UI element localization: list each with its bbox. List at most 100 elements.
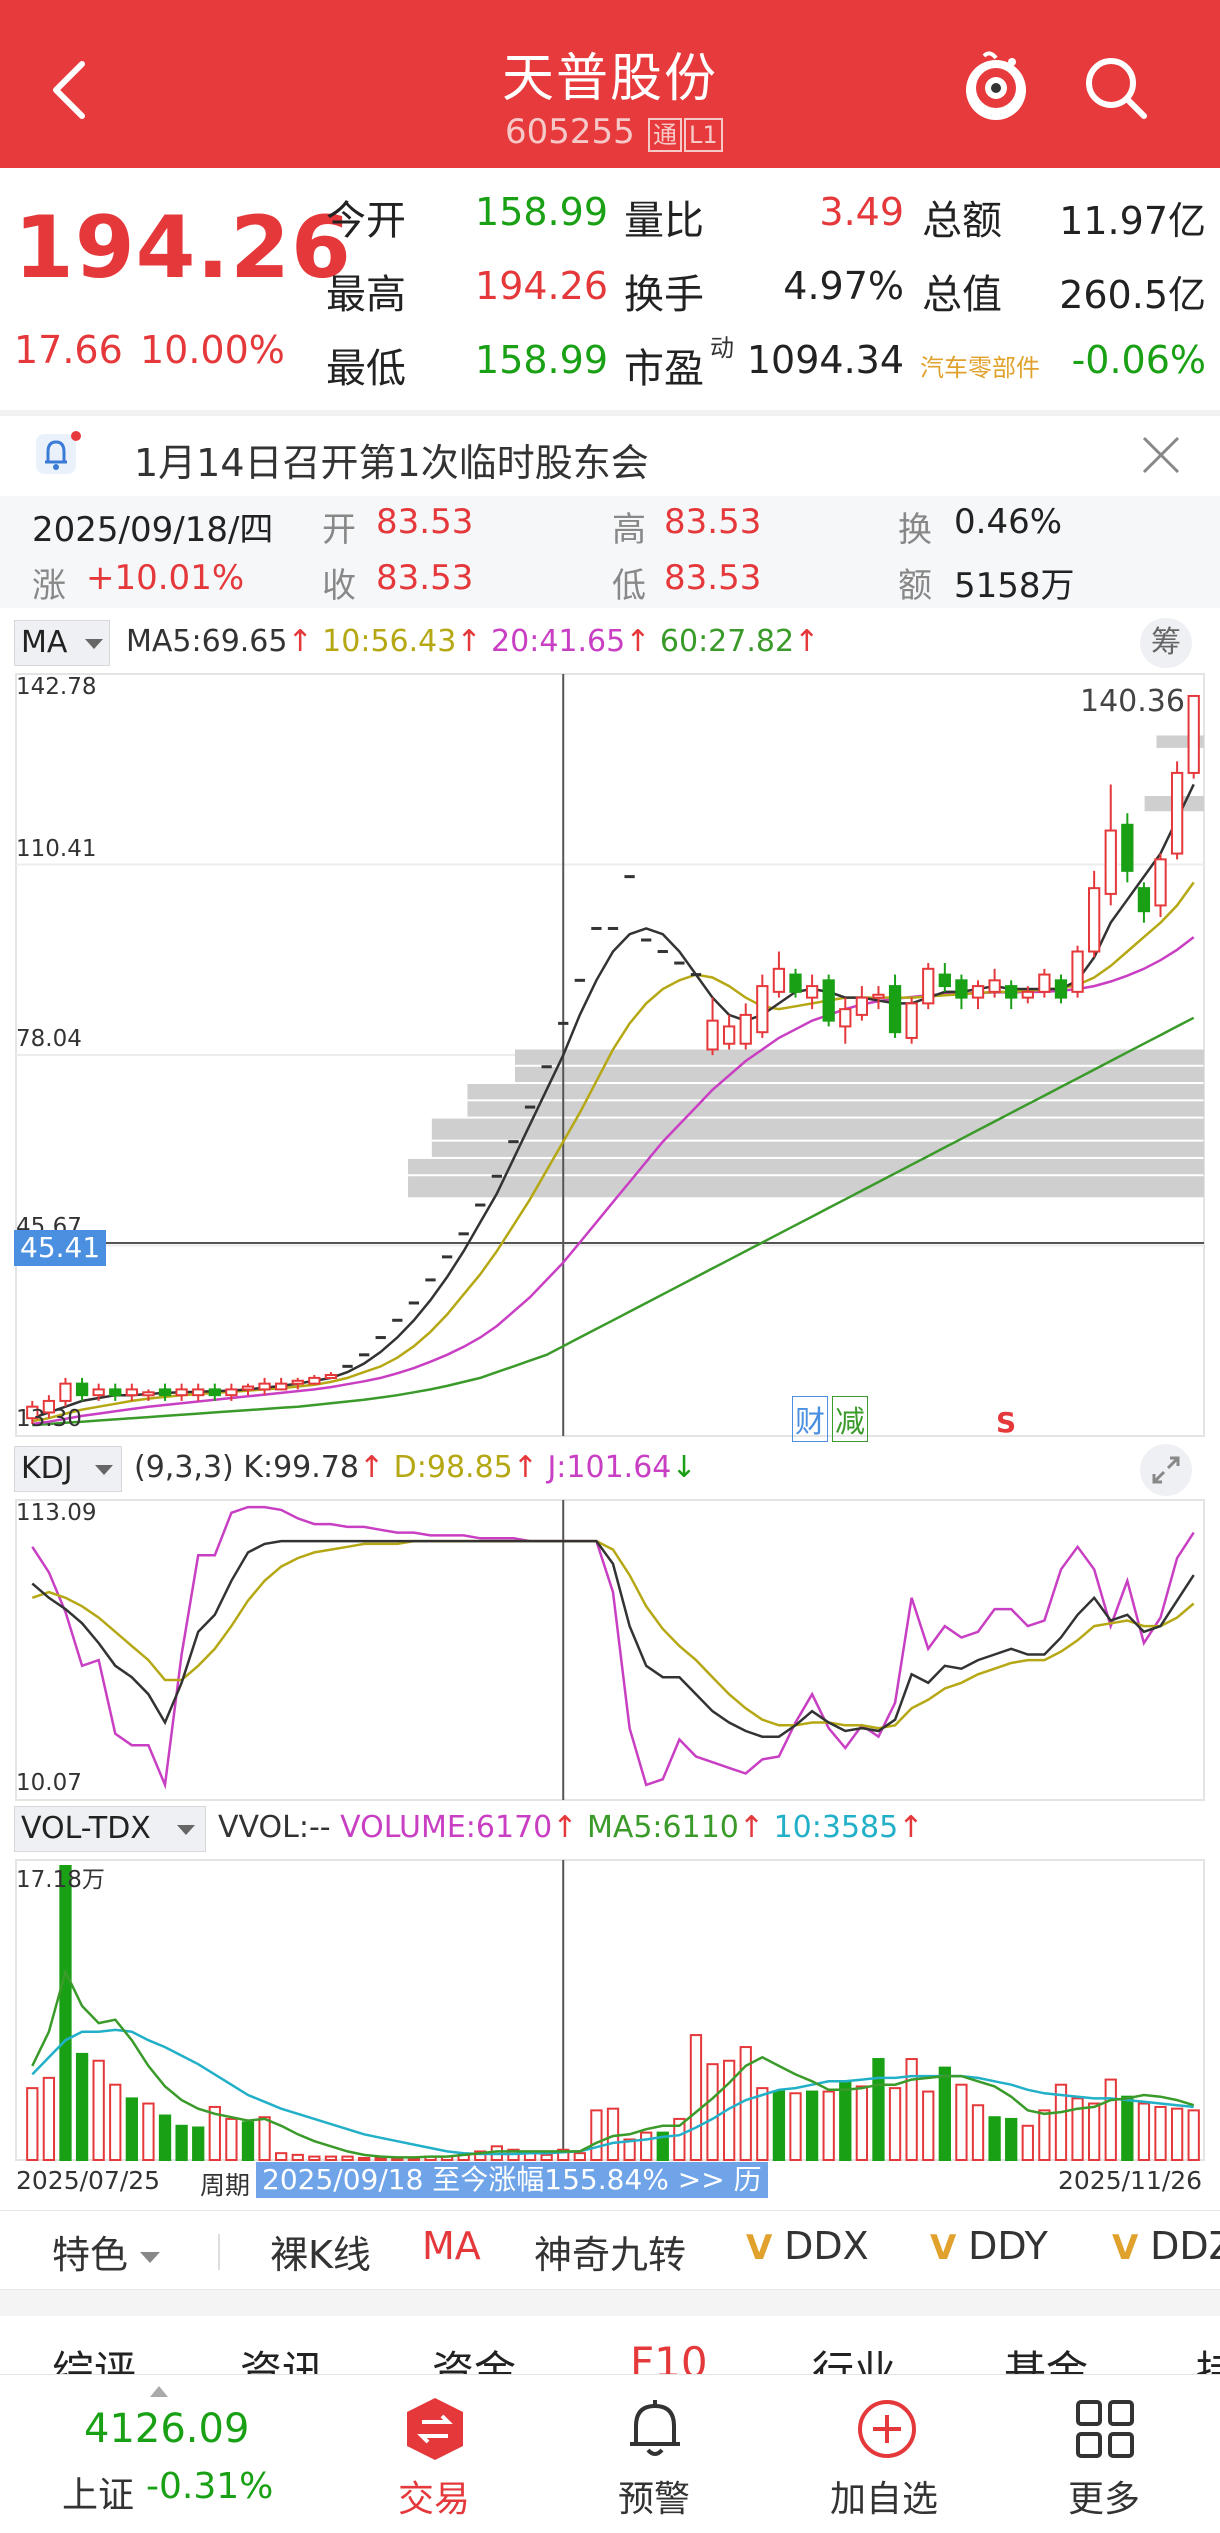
tab-ddy[interactable]: V DDY <box>930 2224 1048 2268</box>
expand-icon[interactable] <box>1140 1444 1192 1496</box>
volume-bar <box>225 2117 238 2161</box>
index-value[interactable]: 4126.09 <box>84 2406 250 2452</box>
pe-label: 市盈 <box>624 346 704 392</box>
volume-bar <box>1121 2095 1134 2161</box>
finance-marker[interactable]: 财 <box>792 1396 828 1442</box>
v-badge-icon: V <box>930 2228 969 2268</box>
volume-bar <box>689 2034 703 2162</box>
candle-body <box>938 973 951 988</box>
high-value: 194.26 <box>475 264 608 308</box>
detail-chg-label: 涨 <box>32 566 66 606</box>
sector-name[interactable]: 汽车零部件 <box>920 354 1040 382</box>
kdj-selector[interactable]: KDJ <box>14 1446 122 1492</box>
candle-body <box>258 1382 271 1391</box>
volume-bar <box>258 2116 271 2162</box>
ma-selector[interactable]: MA <box>14 620 110 666</box>
trade-icon <box>407 2398 463 2460</box>
candle-body <box>955 979 968 999</box>
volume-bar <box>75 2052 89 2162</box>
candle-body <box>26 1405 39 1420</box>
volume-value: VOLUME:6170 <box>340 1810 553 1845</box>
sector-change: -0.06% <box>1071 338 1206 382</box>
day-detail-panel <box>0 496 1220 608</box>
indicator-tab-bar <box>0 2210 1220 2290</box>
range-gain-banner[interactable]: 2025/09/18 至今涨幅155.84% >> 历 <box>256 2162 768 2198</box>
close-icon[interactable] <box>1138 432 1184 478</box>
volume-bar <box>208 2105 221 2162</box>
sell-marker[interactable]: S <box>996 1406 1017 1439</box>
candle-body <box>1071 950 1084 993</box>
grid-icon <box>1076 2400 1134 2458</box>
reduce-marker[interactable]: 减 <box>832 1396 868 1442</box>
vol-selector[interactable]: VOL-TDX <box>14 1806 206 1852</box>
notice-text[interactable]: 1月14日召开第1次临时股东会 <box>134 441 649 485</box>
chip-band <box>467 1101 1204 1117</box>
v-badge-icon: V <box>746 2228 785 2268</box>
nav-add-watchlist[interactable]: 加自选 <box>812 2390 962 2520</box>
volume-bar <box>971 2104 985 2162</box>
candle-body <box>1121 823 1134 872</box>
volume-bar <box>673 2117 686 2161</box>
volume-bar <box>789 2092 802 2161</box>
tab-magic-nine[interactable]: 神奇九转 <box>534 2233 687 2277</box>
index-name: 上证 <box>62 2475 135 2516</box>
volume-bar <box>656 2131 669 2162</box>
volume-bar <box>1104 2078 1117 2162</box>
volume-bar <box>92 2059 105 2162</box>
market-cap-value: 260.5亿 <box>1059 273 1206 317</box>
ma-selector-label: MA <box>21 625 68 660</box>
candle-body <box>839 1008 852 1028</box>
volume-bar <box>291 2153 304 2162</box>
candle-body <box>772 967 786 993</box>
ma10-value: 10:56.43 <box>322 624 457 659</box>
detail-open-label: 开 <box>322 510 356 550</box>
chip-button[interactable]: 筹 <box>1140 618 1192 668</box>
vvol-value: VVOL:-- <box>218 1810 331 1845</box>
stock-name: 天普股份 <box>501 49 718 109</box>
down-arrow-icon: ↓ <box>671 1450 697 1485</box>
detail-high-label: 高 <box>612 510 646 550</box>
candle-body <box>888 985 902 1034</box>
tab-ddz[interactable]: V DDZ <box>1112 2224 1220 2268</box>
up-arrow-icon: ↑ <box>898 1810 924 1845</box>
y-tick-2: 110.41 <box>16 836 97 862</box>
nav-more[interactable]: 更多 <box>1040 2390 1170 2520</box>
current-price: 194.26 <box>14 198 352 298</box>
candle-body <box>1021 990 1034 999</box>
up-arrow-icon: ↑ <box>738 1810 765 1845</box>
tab-ddz-label: DDZ <box>1150 2224 1220 2268</box>
chevron-down-icon <box>140 2252 161 2263</box>
tab-naked-k[interactable]: 裸K线 <box>270 2233 371 2277</box>
volume-ratio-value: 3.49 <box>819 190 904 234</box>
candle-body <box>905 1002 918 1039</box>
candle-body <box>1187 694 1200 774</box>
kdj-params: (9,3,3) <box>134 1450 234 1485</box>
tab-ma[interactable]: MA <box>422 2224 481 2268</box>
candle-body <box>142 1391 155 1397</box>
search-icon[interactable] <box>1080 52 1152 124</box>
chip-band <box>408 1176 1204 1198</box>
y-tick-top: 142.78 <box>16 674 97 700</box>
vol-values: VVOL:-- VOLUME:6170↑ MA5:6110↑ 10:3585↑ <box>218 1810 923 1845</box>
up-arrow-icon: ↑ <box>794 624 820 659</box>
price-change-pct: 10.00% <box>140 328 285 372</box>
volume-bar <box>573 2152 586 2161</box>
candle-body <box>872 993 885 999</box>
volume-bar <box>142 2102 155 2161</box>
nav-alert[interactable]: 预警 <box>590 2390 720 2520</box>
volume-bar <box>59 1865 72 2161</box>
detail-low-label: 低 <box>612 566 646 606</box>
volume-bar <box>308 2155 321 2161</box>
tab-ddx[interactable]: V DDX <box>746 2224 869 2268</box>
volume-bar <box>175 2124 188 2162</box>
mascot-icon[interactable] <box>960 48 1032 128</box>
candle-body <box>324 1373 338 1379</box>
volume-bar <box>557 2148 570 2161</box>
tab-feature[interactable]: 特色 <box>52 2224 161 2279</box>
nav-trade[interactable]: 交易 <box>370 2390 500 2520</box>
volume-bar <box>275 2152 288 2161</box>
back-arrow-icon[interactable] <box>40 50 100 130</box>
vol-date-end: 2025/11/26 <box>1058 2166 1203 2195</box>
kline-charts[interactable] <box>0 670 1220 2210</box>
volume-bar <box>26 2087 39 2162</box>
